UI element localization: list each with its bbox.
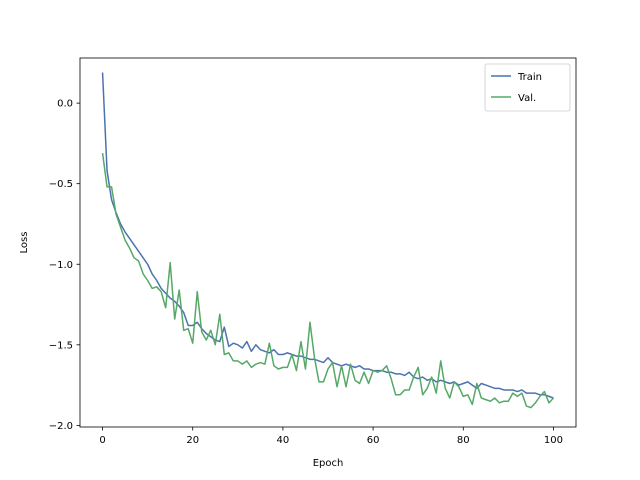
x-tick-label: 0 [99,435,105,446]
x-tick-label: 20 [186,435,199,446]
x-tick-label: 40 [277,435,290,446]
x-axis-ticks: 0 20 40 60 80 100 [99,427,563,446]
y-tick-label: −2.0 [49,421,73,432]
series-line-val [101,152,554,409]
y-tick-label: −1.5 [49,340,73,351]
legend-label-train: Train [517,72,542,83]
plot-area: 0 20 40 60 80 100 0.0 −0.5 −1.0 −1.5 −2.0 [49,57,577,446]
axes-frame [79,57,577,428]
y-tick-label: 0.0 [57,99,73,110]
y-tick-label: −1.0 [49,260,73,271]
x-axis-label: Epoch [313,458,344,469]
legend-label-val: Val. [518,93,536,104]
y-axis-label: Loss [19,232,30,254]
series-layer [101,72,554,409]
x-tick-label: 80 [457,435,470,446]
x-tick-label: 60 [367,435,380,446]
y-tick-label: −0.5 [49,179,73,190]
legend: Train Val. [484,63,571,112]
y-axis-ticks: 0.0 −0.5 −1.0 −1.5 −2.0 [49,99,80,432]
x-tick-label: 100 [544,435,563,446]
